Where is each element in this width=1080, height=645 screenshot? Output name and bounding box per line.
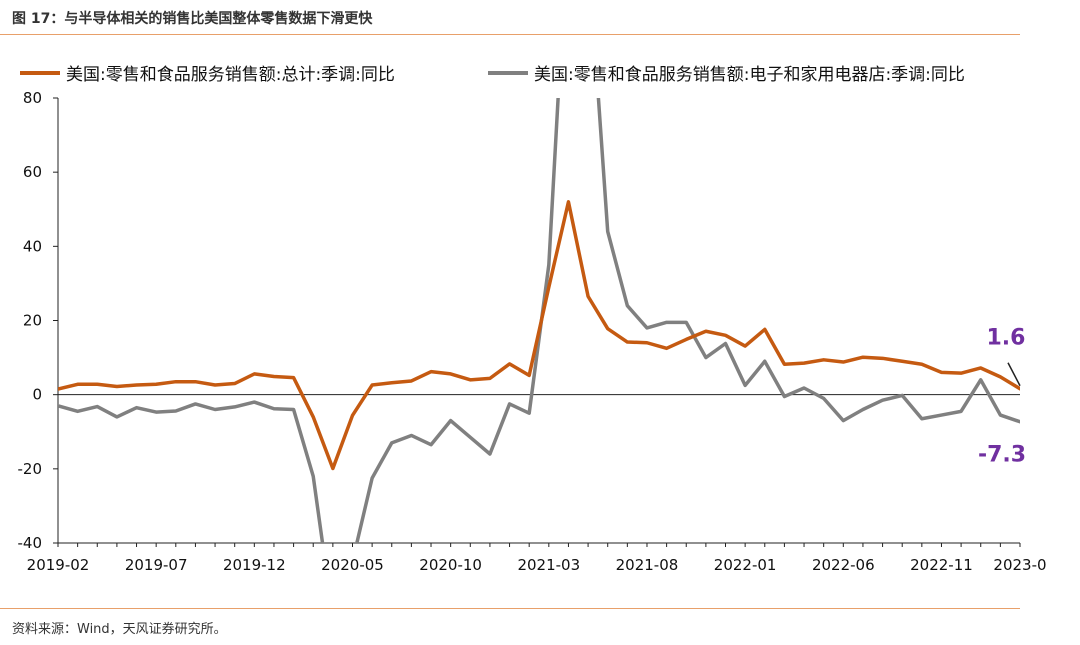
annotation-pointer	[1007, 362, 1021, 387]
x-tick-label: 2022-11	[910, 556, 973, 574]
annotation-layer: 1.6 -7.3	[978, 326, 1026, 468]
x-tick-label: 2020-10	[419, 556, 482, 574]
x-tick-label: 2019-02	[27, 556, 90, 574]
y-tick-label: 20	[23, 312, 42, 330]
y-tick-label: -20	[18, 460, 43, 478]
source-note: 资料来源：Wind，天风证券研究所。	[12, 622, 227, 637]
x-tick-label: 2022-01	[714, 556, 777, 574]
top-divider	[0, 34, 1020, 35]
chart-axes: -40 -20 0 20 40 60 80 2019-02 2019-07 2019-12 2020…	[18, 89, 1047, 574]
annotation-label-total: 1.6	[987, 326, 1026, 351]
x-tick-label: 2021-03	[517, 556, 580, 574]
legend-label-1: 美国:零售和食品服务销售额:总计:季调:同比	[66, 65, 395, 85]
y-tick-label: -40	[18, 534, 43, 552]
x-tick-label: 2023-0	[993, 556, 1046, 574]
x-tick-label: 2019-12	[223, 556, 286, 574]
y-tick-label: 0	[32, 386, 42, 404]
series-layer	[58, 98, 1020, 543]
x-tick-label: 2020-05	[321, 556, 384, 574]
x-tick-label: 2021-08	[616, 556, 679, 574]
y-tick-label: 80	[23, 89, 42, 107]
series-line-2	[58, 98, 1020, 543]
x-tick-label: 2019-07	[125, 556, 188, 574]
legend-label-2: 美国:零售和食品服务销售额:电子和家用电器店:季调:同比	[534, 65, 965, 85]
chart-legend: 美国:零售和食品服务销售额:总计:季调:同比 美国:零售和食品服务销售额:电子和家…	[20, 65, 965, 85]
annotation-label-electronics: -7.3	[978, 443, 1026, 468]
figure-title: 图 17：与半导体相关的销售比美国整体零售数据下滑更快	[12, 11, 373, 27]
y-tick-label: 60	[23, 163, 42, 181]
series-line-1	[58, 200, 1020, 471]
line-chart: 美国:零售和食品服务销售额:总计:季调:同比 美国:零售和食品服务销售额:电子和家…	[18, 65, 1047, 574]
y-tick-label: 40	[23, 237, 42, 255]
x-tick-label: 2022-06	[812, 556, 875, 574]
bottom-divider	[0, 608, 1020, 609]
